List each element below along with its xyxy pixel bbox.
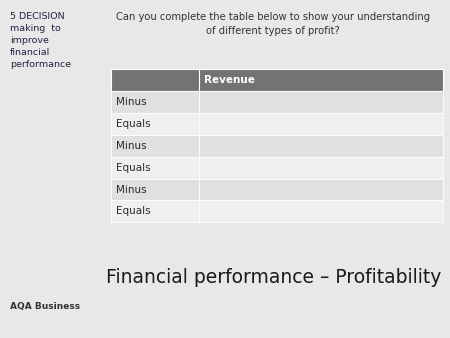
- Text: Equals: Equals: [116, 207, 151, 216]
- Text: Revenue: Revenue: [204, 75, 255, 86]
- Text: Minus: Minus: [116, 97, 147, 107]
- Bar: [111, 70, 443, 91]
- Text: Minus: Minus: [116, 185, 147, 195]
- Text: Can you complete the table below to show your understanding
of different types o: Can you complete the table below to show…: [116, 11, 431, 35]
- Bar: [111, 113, 443, 135]
- Text: Equals: Equals: [116, 119, 151, 129]
- Text: Financial performance – Profitability: Financial performance – Profitability: [106, 268, 441, 287]
- Text: AQA Business: AQA Business: [10, 302, 80, 311]
- Bar: [111, 178, 443, 200]
- Bar: [111, 200, 443, 222]
- Bar: [111, 91, 443, 113]
- Text: 5 DECISION
making  to
improve
financial
performance: 5 DECISION making to improve financial p…: [10, 11, 71, 69]
- Bar: [111, 135, 443, 157]
- Text: Equals: Equals: [116, 163, 151, 173]
- Bar: [111, 157, 443, 178]
- Text: Minus: Minus: [116, 141, 147, 151]
